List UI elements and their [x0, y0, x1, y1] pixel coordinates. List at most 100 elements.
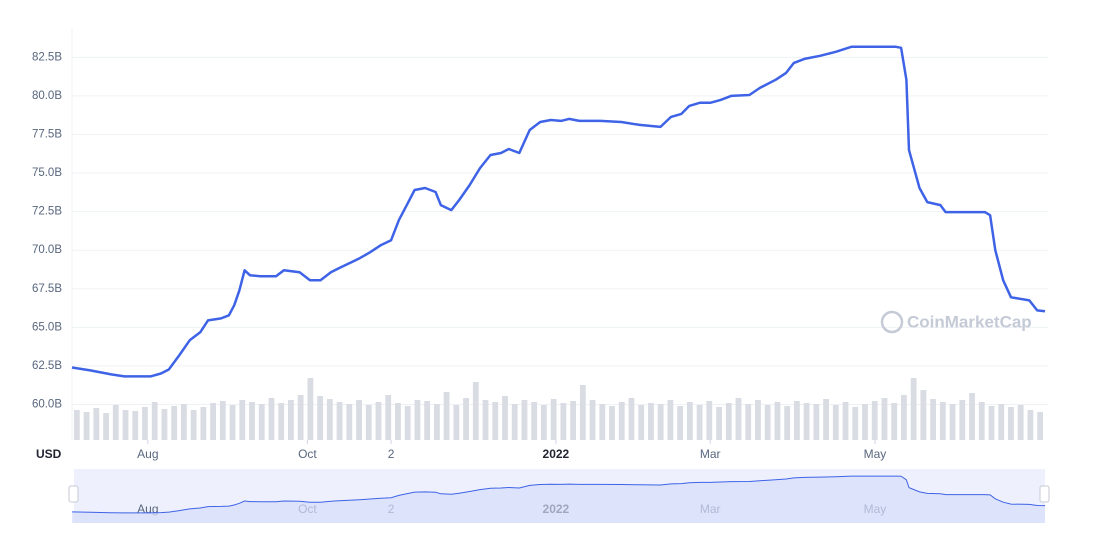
volume-bar [969, 393, 975, 440]
volume-bar [132, 411, 139, 440]
volume-bar [200, 407, 207, 440]
x-tick-label: Aug [137, 447, 158, 461]
volume-bar [249, 402, 255, 440]
volume-bar [346, 404, 353, 440]
volume-bar [229, 405, 236, 440]
volume-bar [171, 406, 178, 440]
price-line [71, 45, 1046, 378]
volume-bar [83, 412, 90, 440]
volume-bar [667, 400, 674, 440]
volume-bar [638, 405, 645, 440]
volume-bar [852, 407, 859, 440]
volume-bar [784, 406, 791, 440]
volume-bar [1008, 407, 1014, 440]
volume-bar [433, 404, 440, 440]
navigator-area [72, 476, 1045, 523]
volume-bar [570, 401, 577, 440]
y-tick-label: 75.0B [32, 167, 62, 179]
volume-bar [521, 400, 528, 440]
volume-bar [910, 378, 917, 440]
volume-bar [657, 404, 664, 440]
y-tick-label: 70.0B [32, 244, 62, 256]
volume-bar [385, 395, 392, 440]
volume-bar [93, 408, 100, 440]
y-tick-label: 72.5B [32, 206, 62, 218]
y-tick-label: 80.0B [32, 90, 62, 102]
volume-bar [317, 396, 324, 440]
volume-bar [239, 400, 246, 440]
volume-bar [288, 400, 294, 440]
navigator-handles[interactable] [68, 485, 1050, 503]
volume-bar [278, 403, 285, 440]
volume-bar [959, 400, 966, 440]
y-tick-label: 62.5B [32, 360, 62, 372]
currency-label: USD [36, 447, 62, 461]
watermark-logo [880, 310, 904, 334]
volume-bar [375, 402, 382, 440]
volume-bar [813, 404, 820, 440]
volume-bar [365, 405, 372, 440]
volume-bar [540, 405, 547, 440]
volume-bar [735, 398, 742, 440]
volume-bars [73, 378, 1044, 440]
volume-bar [492, 402, 499, 440]
volume-bar [336, 402, 343, 440]
volume-bar [297, 395, 304, 440]
volume-bar [716, 407, 722, 440]
volume-bar [648, 403, 654, 440]
volume-bar [609, 406, 615, 440]
plot: Aug Oct 2 2022 Mar May [71, 45, 1046, 461]
grid: 60.0B 62.5B 65.0B 67.5B 70.0B 72.5B 75.0B 77.5B… [32, 28, 1048, 440]
volume-bar [949, 404, 956, 440]
y-tick-label: 67.5B [32, 283, 62, 295]
volume-bar [793, 401, 800, 440]
handle-left[interactable] [68, 485, 79, 503]
volume-bar [920, 390, 927, 440]
y-tick-label: 60.0B [32, 399, 62, 411]
volume-bar [930, 399, 937, 440]
volume-bar [618, 402, 625, 440]
handle-right[interactable] [1039, 485, 1050, 503]
volume-bar [502, 396, 508, 440]
volume-bar [881, 398, 888, 440]
volume-bar [764, 405, 771, 440]
volume-bar [424, 401, 431, 440]
volume-bar [1027, 410, 1034, 440]
x-tick-label: Oct [298, 447, 317, 461]
volume-bar [404, 406, 411, 440]
volume-bar [463, 398, 469, 440]
x-tick-label: 2 [388, 447, 395, 461]
volume-bar [677, 406, 684, 440]
volume-bar [832, 405, 839, 440]
volume-bar [900, 395, 907, 440]
volume-bar [326, 399, 333, 440]
volume-bar [871, 401, 878, 440]
volume-bar [73, 410, 80, 440]
volume-bar [453, 405, 460, 440]
volume-bar [988, 406, 995, 440]
volume-bar [268, 398, 275, 440]
x-tick-label: May [864, 447, 887, 461]
volume-bar [696, 405, 703, 440]
volume-bar [219, 401, 226, 440]
volume-bar [628, 398, 635, 440]
volume-bar [686, 402, 693, 440]
volume-bar [258, 404, 265, 440]
navigator-line [71, 475, 1046, 514]
volume-bar [395, 403, 401, 440]
volume-bar [774, 402, 781, 440]
volume-bar [978, 402, 985, 440]
volume-bar [472, 382, 479, 440]
y-tick-label: 77.5B [32, 129, 62, 141]
volume-bar [443, 392, 450, 440]
watermark: CoinMarketCap [880, 310, 1032, 334]
volume-bar [998, 404, 1005, 440]
volume-bar [103, 413, 109, 440]
volume-bar [589, 400, 596, 440]
volume-bar [190, 410, 197, 440]
x-tick-label: 2022 [543, 447, 570, 461]
volume-bar [725, 403, 732, 440]
volume-bar [482, 400, 489, 440]
